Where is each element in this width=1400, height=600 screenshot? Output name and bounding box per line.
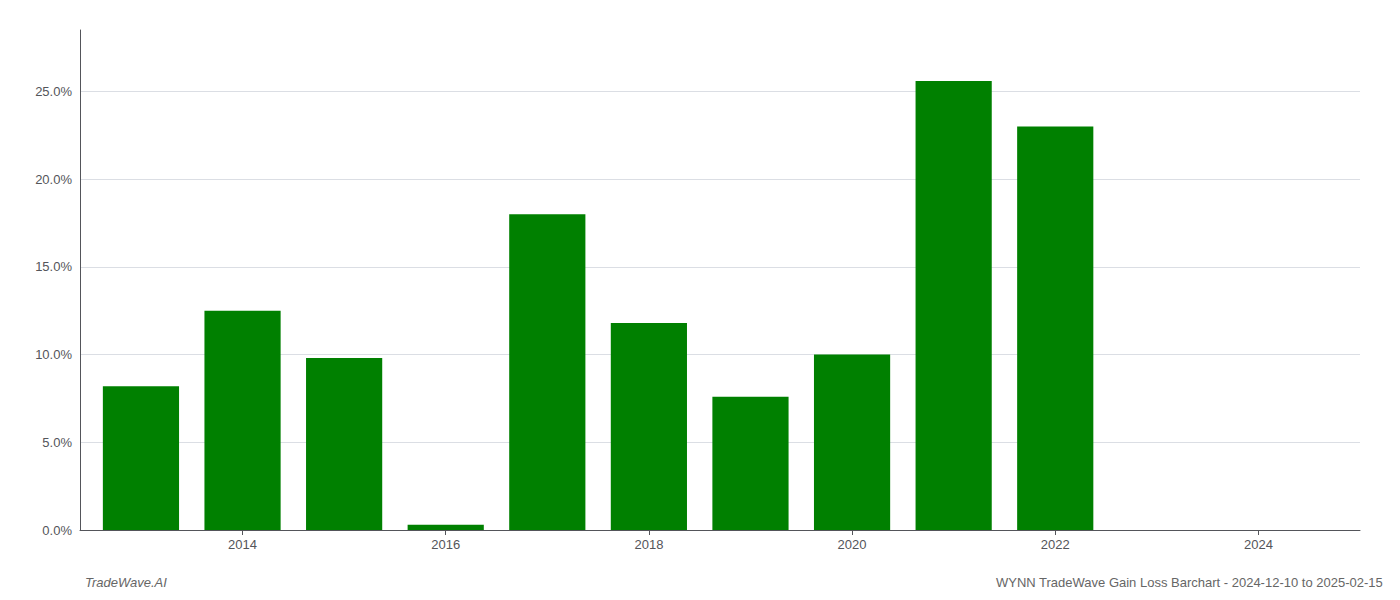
svg-text:WYNN TradeWave Gain Loss Barch: WYNN TradeWave Gain Loss Barchart - 2024… — [996, 575, 1383, 590]
svg-text:2020: 2020 — [838, 537, 867, 552]
svg-text:2016: 2016 — [431, 537, 460, 552]
svg-text:2022: 2022 — [1041, 537, 1070, 552]
svg-text:2024: 2024 — [1244, 537, 1273, 552]
svg-text:10.0%: 10.0% — [35, 347, 72, 362]
svg-text:TradeWave.AI: TradeWave.AI — [85, 575, 167, 590]
svg-text:2018: 2018 — [634, 537, 663, 552]
svg-text:20.0%: 20.0% — [35, 172, 72, 187]
svg-text:15.0%: 15.0% — [35, 259, 72, 274]
svg-text:2014: 2014 — [228, 537, 257, 552]
svg-text:0.0%: 0.0% — [42, 523, 72, 538]
svg-text:25.0%: 25.0% — [35, 84, 72, 99]
svg-text:5.0%: 5.0% — [42, 435, 72, 450]
